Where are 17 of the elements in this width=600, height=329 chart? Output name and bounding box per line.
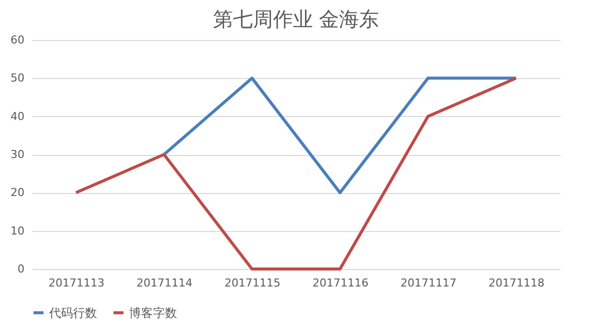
chart-title: 第七周作业 金海东 [212, 7, 380, 31]
x-tick-label: 20171117 [400, 276, 456, 290]
y-tick-label: 10 [10, 224, 24, 238]
y-tick-label: 50 [10, 72, 24, 85]
y-tick-label: 60 [10, 34, 24, 46]
x-tick-label: 20171115 [224, 276, 280, 290]
line-series [74, 76, 518, 270]
legend-label: 博客字数 [129, 306, 177, 320]
x-tick-label: 20171113 [48, 276, 104, 290]
y-tick-label: 30 [10, 148, 24, 161]
y-tick-label: 40 [10, 110, 24, 123]
legend-label: 代码行数 [48, 306, 97, 320]
x-tick-label: 20171116 [312, 276, 368, 290]
x-tick-label: 20171114 [136, 276, 192, 290]
x-tick-label: 20171118 [488, 276, 544, 290]
y-tick-label: 20 [10, 186, 24, 200]
y-tick-label: 0 [18, 262, 24, 276]
